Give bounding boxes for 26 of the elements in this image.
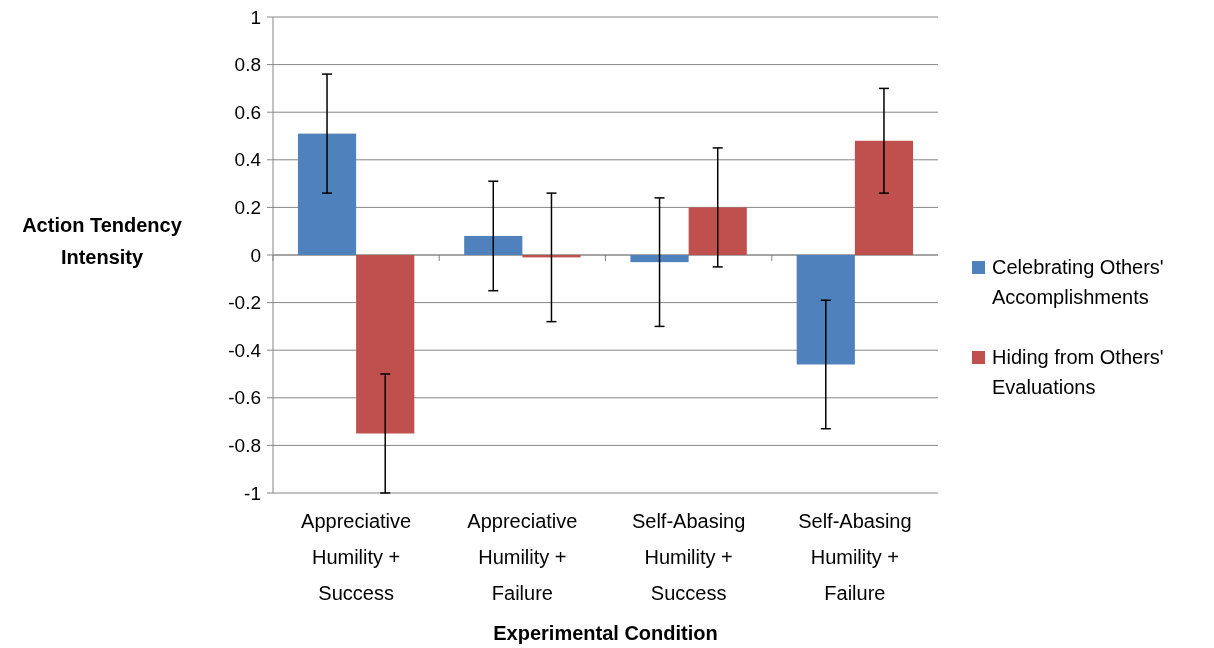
x-axis-title: Experimental Condition [493, 622, 718, 644]
y-tick-label: -0.8 [228, 435, 261, 457]
x-tick-label: Appreciative Humility + Success [301, 510, 412, 604]
y-tick-label: 0.4 [234, 149, 262, 171]
bar [630, 255, 689, 263]
bar [796, 255, 855, 365]
bar [854, 140, 914, 255]
x-tick-label: Appreciative Humility + Failure [467, 510, 578, 604]
bar [688, 207, 747, 255]
y-tick-label: 0 [250, 244, 261, 266]
y-tick-label: 1 [250, 6, 261, 28]
x-tick-label: Self-Abasing Humility + Failure [798, 510, 912, 604]
y-tick-label: 0.8 [234, 54, 261, 76]
y-tick-label: 0.6 [234, 101, 261, 123]
y-tick-label: -0.4 [228, 339, 262, 361]
bar [297, 133, 357, 255]
bar [464, 235, 523, 255]
x-tick-label: Self-Abasing Humility + Success [631, 510, 746, 604]
y-tick-label: -0.2 [228, 292, 261, 314]
legend-label: Celebrating Others' Accomplishments [992, 256, 1164, 308]
y-tick-label: -1 [244, 482, 261, 504]
bar [356, 255, 415, 434]
y-tick-label: 0.2 [234, 197, 261, 219]
legend-label: Hiding from Others' Evaluations [992, 346, 1164, 398]
y-tick-label: -0.6 [228, 387, 261, 409]
y-axis-title: Action Tendency Intensity [22, 214, 183, 268]
